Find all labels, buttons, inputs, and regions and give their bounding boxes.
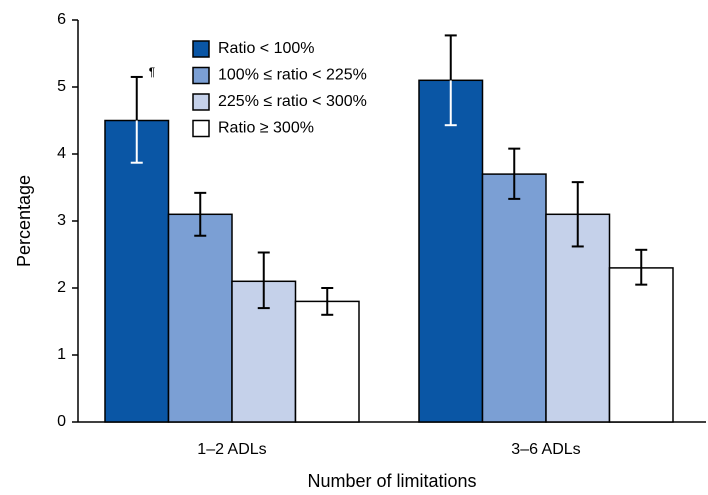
legend-swatch	[192, 119, 210, 138]
y-tick-label: 3	[57, 212, 66, 229]
x-tick-label: 3–6 ADLs	[511, 441, 580, 458]
bar	[167, 213, 233, 423]
bar	[608, 267, 674, 423]
legend-swatch	[192, 40, 210, 58]
legend-label: 225% ≤ ratio < 300%	[218, 93, 367, 110]
y-tick-label: 5	[57, 78, 66, 95]
bar	[294, 300, 360, 423]
y-tick-label: 2	[57, 279, 66, 296]
y-tick-label: 0	[57, 413, 66, 430]
legend-label: 100% ≤ ratio < 225%	[218, 67, 367, 84]
y-tick-label: 4	[57, 145, 66, 162]
y-axis-title: Percentage	[14, 175, 34, 267]
x-axis-title: Number of limitations	[307, 471, 476, 491]
legend-swatch	[192, 66, 210, 85]
legend-label: Ratio < 100%	[218, 40, 315, 57]
y-tick-label: 1	[57, 346, 66, 363]
bar	[104, 119, 170, 423]
y-tick-label: 6	[57, 11, 66, 28]
legend-label: Ratio ≥ 300%	[218, 120, 314, 137]
bar	[481, 173, 547, 423]
legend-swatch	[192, 93, 210, 111]
annotation: ¶	[149, 65, 155, 79]
bar	[418, 79, 484, 423]
x-tick-label: 1–2 ADLs	[197, 441, 266, 458]
